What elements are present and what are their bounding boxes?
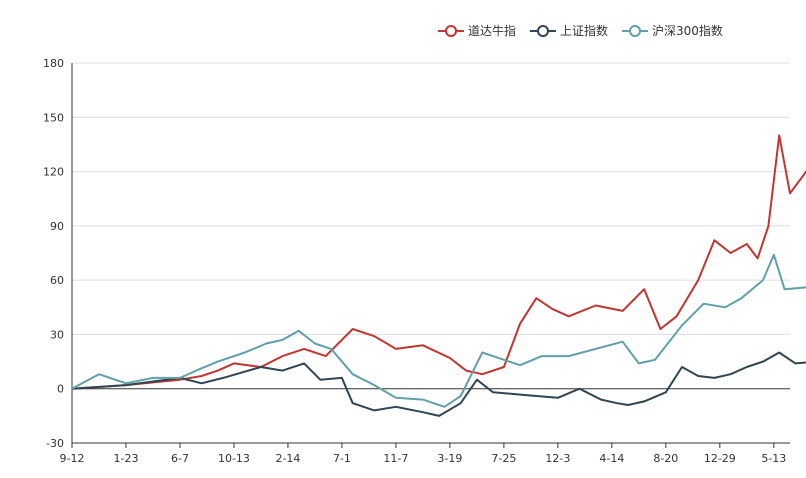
y-tick-label: 180 bbox=[43, 57, 64, 70]
x-tick-label: 4-14 bbox=[599, 452, 624, 465]
y-axis: 180 150 120 90 60 30 0 -30 bbox=[43, 57, 73, 450]
legend-item-2[interactable]: 沪深300指数 bbox=[622, 22, 723, 39]
x-tick-label: 7-1 bbox=[333, 452, 351, 465]
x-tick-label: 7-25 bbox=[491, 452, 516, 465]
legend-swatch-0 bbox=[438, 24, 464, 37]
series-line-2 bbox=[71, 253, 806, 408]
y-tick-label: 120 bbox=[43, 166, 64, 179]
legend-label-2: 沪深300指数 bbox=[652, 24, 723, 38]
x-tick-label: 2-14 bbox=[275, 452, 300, 465]
legend-circle-icon bbox=[629, 24, 642, 37]
series-line-1 bbox=[71, 351, 806, 417]
series-lines bbox=[71, 134, 806, 417]
x-tick-label: 12-29 bbox=[704, 452, 736, 465]
legend-circle-icon bbox=[537, 24, 550, 37]
x-tick-label: 11-7 bbox=[383, 452, 408, 465]
series-line-0 bbox=[71, 134, 806, 390]
legend-label-0: 道达牛指 bbox=[468, 24, 517, 38]
legend-swatch-2 bbox=[622, 24, 649, 37]
legend: 道达牛指 上证指数 沪深300指数 bbox=[438, 22, 723, 39]
x-tick-label: 8-20 bbox=[653, 452, 678, 465]
y-tick-label: 30 bbox=[50, 328, 64, 341]
x-axis: 9-12 1-23 6-7 10-13 2-14 7-1 11-7 3-19 7-25 12-3 4… bbox=[60, 442, 790, 465]
y-tick-label: -30 bbox=[46, 437, 64, 450]
x-tick-label: 1-23 bbox=[114, 452, 139, 465]
y-tick-label: 60 bbox=[50, 274, 64, 287]
legend-swatch-1 bbox=[530, 24, 557, 37]
x-tick-label: 12-3 bbox=[545, 452, 570, 465]
x-tick-label: 6-7 bbox=[171, 452, 189, 465]
y-tick-label: 90 bbox=[50, 220, 64, 233]
legend-label-1: 上证指数 bbox=[560, 24, 609, 38]
legend-item-1[interactable]: 上证指数 bbox=[530, 22, 608, 39]
x-tick-label: 10-13 bbox=[218, 452, 250, 465]
y-tick-label: 0 bbox=[57, 383, 64, 396]
x-tick-label: 5-13 bbox=[761, 452, 786, 465]
legend-item-0[interactable]: 道达牛指 bbox=[438, 22, 516, 39]
legend-circle-icon bbox=[445, 24, 457, 37]
grid-lines bbox=[72, 62, 790, 444]
x-tick-label: 9-12 bbox=[60, 452, 85, 465]
y-tick-label: 150 bbox=[43, 111, 64, 124]
x-tick-label: 3-19 bbox=[437, 452, 462, 465]
